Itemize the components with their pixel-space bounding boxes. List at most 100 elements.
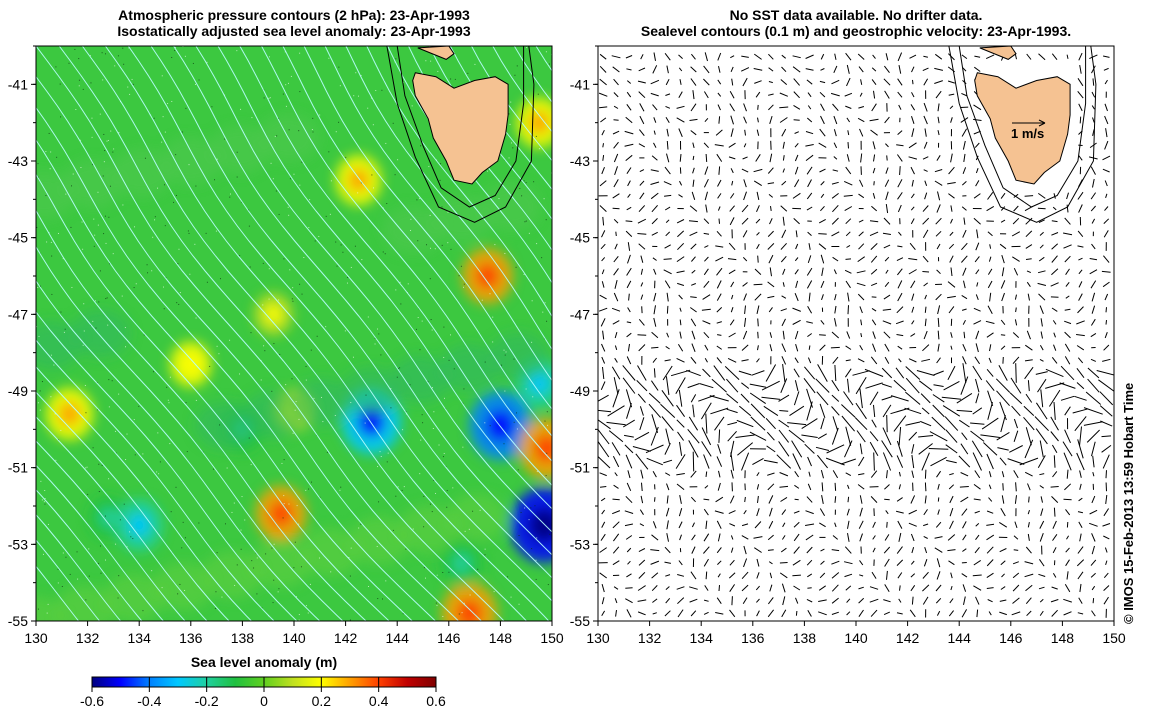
- velocity-arrow: [831, 584, 839, 592]
- velocity-arrow: [744, 305, 746, 314]
- data-dot: [435, 602, 437, 604]
- data-dot: [284, 51, 286, 53]
- velocity-arrow: [749, 431, 767, 441]
- velocity-arrow: [961, 242, 968, 251]
- velocity-arrow: [961, 206, 967, 211]
- velocity-arrow: [717, 179, 722, 187]
- velocity-arrow: [767, 549, 774, 551]
- velocity-arrow: [741, 359, 749, 362]
- velocity-arrow: [1051, 232, 1059, 236]
- data-dot: [285, 105, 287, 107]
- velocity-arrow: [665, 219, 670, 223]
- velocity-arrow: [1063, 232, 1073, 236]
- velocity-arrow: [1000, 219, 1006, 223]
- data-dot: [47, 603, 49, 605]
- velocity-arrow: [627, 254, 631, 264]
- velocity-arrow: [757, 495, 759, 503]
- velocity-arrow: [884, 534, 890, 541]
- velocity-arrow: [923, 55, 928, 58]
- data-dot: [195, 317, 197, 319]
- data-dot: [546, 320, 548, 322]
- data-dot: [441, 206, 443, 208]
- data-dot: [250, 464, 252, 466]
- velocity-arrow: [704, 117, 709, 123]
- velocity-arrow: [958, 455, 971, 468]
- velocity-arrow: [935, 521, 942, 528]
- velocity-arrow: [728, 269, 736, 275]
- velocity-arrow: [664, 359, 671, 362]
- velocity-arrow: [937, 343, 940, 352]
- data-dot: [215, 591, 217, 593]
- velocity-arrow: [858, 609, 864, 617]
- velocity-arrow: [769, 153, 773, 163]
- velocity-arrow: [626, 482, 632, 492]
- velocity-arrow: [1012, 597, 1020, 604]
- velocity-arrow: [973, 118, 982, 121]
- velocity-arrow: [782, 141, 785, 149]
- velocity-arrow: [601, 257, 606, 262]
- data-dot: [88, 548, 90, 550]
- velocity-arrow: [834, 522, 837, 528]
- velocity-arrow: [844, 546, 852, 554]
- velocity-arrow: [792, 307, 801, 312]
- velocity-arrow: [781, 583, 786, 593]
- data-dot: [298, 418, 300, 420]
- velocity-arrow: [653, 142, 657, 148]
- velocity-arrow: [962, 67, 967, 72]
- data-dot: [115, 452, 117, 454]
- velocity-arrow: [897, 280, 903, 289]
- velocity-arrow: [1027, 521, 1030, 528]
- data-dot: [282, 93, 284, 95]
- colorbar-tick-label: 0.4: [369, 693, 389, 709]
- velocity-arrow: [961, 54, 968, 60]
- y-tick-label: -49: [570, 383, 590, 399]
- velocity-arrow: [872, 547, 876, 553]
- velocity-arrow: [1039, 610, 1044, 616]
- velocity-arrow: [650, 92, 659, 97]
- velocity-arrow: [972, 574, 982, 577]
- data-dot: [161, 75, 163, 77]
- data-dot: [428, 166, 430, 168]
- velocity-arrow: [846, 508, 850, 516]
- data-dot: [348, 557, 350, 559]
- right-axis-ticks: 130 132 134 136 138 140 142 144 146 148 150-41-43-…: [570, 45, 1126, 646]
- pressure-contour: [36, 106, 437, 621]
- velocity-arrow: [755, 154, 761, 162]
- velocity-arrow: [846, 64, 850, 74]
- velocity-arrow: [1052, 520, 1057, 529]
- velocity-arrow: [820, 53, 825, 60]
- velocity-arrow: [885, 53, 889, 61]
- velocity-arrow: [1103, 585, 1110, 591]
- data-dot: [240, 529, 242, 531]
- velocity-arrow: [703, 454, 710, 469]
- velocity-arrow: [769, 267, 772, 277]
- y-tick-label: -55: [570, 613, 590, 629]
- velocity-arrow: [1090, 358, 1097, 362]
- velocity-arrow: [613, 377, 619, 395]
- velocity-arrow: [934, 547, 943, 553]
- velocity-arrow: [714, 416, 725, 431]
- velocity-arrow: [834, 305, 837, 314]
- velocity-arrow: [703, 268, 709, 276]
- data-dot: [263, 345, 265, 347]
- data-dot: [442, 571, 444, 573]
- data-dot: [381, 89, 383, 91]
- velocity-arrow: [779, 485, 789, 488]
- velocity-arrow: [1063, 598, 1072, 603]
- velocity-arrow: [934, 80, 943, 84]
- velocity-arrow: [974, 256, 980, 263]
- velocity-arrow: [731, 596, 733, 606]
- velocity-arrow: [717, 79, 722, 85]
- data-dot: [154, 216, 156, 218]
- velocity-arrow: [858, 231, 864, 237]
- data-dot: [453, 368, 455, 370]
- velocity-arrow: [652, 521, 657, 529]
- velocity-arrow: [599, 53, 607, 60]
- data-dot: [334, 415, 336, 417]
- velocity-arrow: [757, 318, 759, 327]
- data-dot: [79, 139, 81, 141]
- data-dot: [101, 52, 103, 54]
- data-dot: [438, 444, 440, 446]
- velocity-arrow: [1034, 416, 1049, 432]
- velocity-arrow: [1014, 294, 1017, 300]
